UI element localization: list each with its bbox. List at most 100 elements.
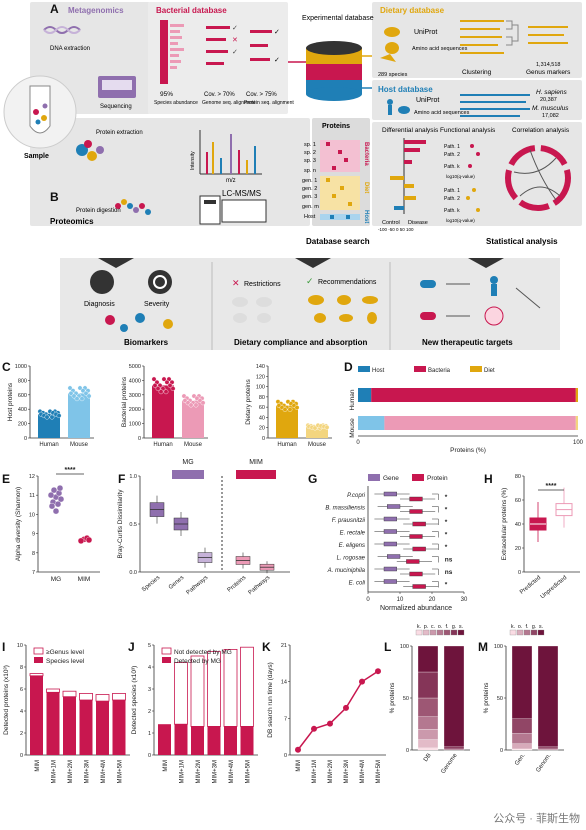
chart-c1-point xyxy=(86,393,92,399)
chart-c3-y-tick-label: 40 xyxy=(259,415,265,421)
chart-c2-point xyxy=(188,402,194,408)
chart-c2-y-tick-label: 4000 xyxy=(129,378,141,384)
chart-j-bar-segment xyxy=(240,726,254,755)
chart-f-x-tick-label: Proteins xyxy=(227,575,248,594)
chart-f-group-bar xyxy=(236,470,276,479)
chart-i-bar-segment xyxy=(79,692,93,701)
chart-m-bar-segment xyxy=(537,746,559,750)
chart-j-y-tick-label: 1 xyxy=(148,731,151,737)
chart-l-bar-segment xyxy=(417,716,439,730)
chart-k-x-tick-label: MIM+3M xyxy=(344,760,350,784)
chart-m-bar-segment xyxy=(511,743,533,750)
chart-j-x-tick-label: MIM+3M xyxy=(213,760,219,784)
chart-c1-point xyxy=(80,388,86,394)
chart-f-y-tick-label: 0.5 xyxy=(129,522,137,528)
chart-e-y-tick-label: 7 xyxy=(32,570,35,576)
species289-label: 289 species xyxy=(378,72,408,78)
therapeutic-label: New therapeutic targets xyxy=(422,338,513,347)
chart-l-bar-segment xyxy=(417,729,439,740)
chart-l-bar-segment xyxy=(417,697,439,717)
chart-i-bar-segment xyxy=(29,673,44,677)
chart-g-y-tick-label: A. muciniphila xyxy=(327,568,366,574)
chart-e-y-axis-label: Alpha diversity (Shannon) xyxy=(15,487,22,561)
chart-l-legend-label: g. xyxy=(452,624,457,630)
proteomics-label: Proteomics xyxy=(50,217,94,226)
chart-k-y-axis-label: DB search run time (days) xyxy=(267,662,274,738)
chart-c1-y-tick-label: 600 xyxy=(18,393,27,399)
chart-c1-point xyxy=(71,393,77,399)
chart-i-y-axis-label: Detected proteins (x10³) xyxy=(3,665,10,735)
genus-markers-label: Genus markers xyxy=(526,69,571,76)
chart-l-bar-segment xyxy=(443,746,465,750)
chart-c3-y-axis-label: Dietary proteins xyxy=(245,378,252,424)
svg-text:gen. m: gen. m xyxy=(302,204,319,210)
chart-j-y-tick-label: 4 xyxy=(148,665,151,671)
chart-j-y-tick-label: 0 xyxy=(148,753,151,759)
chart-l-y-tick-label: 100 xyxy=(400,644,409,650)
chart-l-legend-swatch xyxy=(443,629,451,636)
bacteria-side-label: Bacteria xyxy=(363,142,369,166)
chart-c2-y-tick-label: 0 xyxy=(138,436,141,442)
chart-g-legend-swatch xyxy=(368,474,380,481)
chart-g-y-tick-label: E. rectale xyxy=(340,531,366,537)
chart-l-bar-segment xyxy=(417,739,439,749)
chart-g-y-tick-label: B. massiliensis xyxy=(325,506,365,512)
chart-c1-point xyxy=(44,414,50,420)
chart-g-y-tick-label: E. coli xyxy=(349,581,366,587)
chart-j-bar-segment xyxy=(174,724,188,755)
chart-i-x-tick-label: MIM+1M xyxy=(52,760,58,784)
chart-c3-point xyxy=(282,407,288,412)
chart-m-legend-label: s. xyxy=(539,624,544,630)
chart-c1-point xyxy=(83,390,89,396)
chart-f-x-tick-label: Species xyxy=(141,575,161,593)
chart-j-y-tick-label: 2 xyxy=(148,709,151,715)
chart-m-x-tick-label: Gen. xyxy=(514,752,527,766)
chart-j-bar-segment xyxy=(191,726,204,755)
chart-g-box xyxy=(387,554,401,559)
severity-label: Severity xyxy=(144,301,170,308)
restrictions-label: Restrictions xyxy=(244,281,281,288)
chart-e-point xyxy=(56,484,64,492)
chart-c1-bar xyxy=(38,414,60,438)
chart-i-bar-segment xyxy=(62,690,77,698)
chart-j-x-tick-label: MIM xyxy=(163,760,169,772)
chart-j-x-tick-label: MIM+4M xyxy=(229,760,235,784)
chart-g-x-tick-label: 0 xyxy=(366,597,370,603)
chart-i-y-tick-label: 6 xyxy=(20,687,23,693)
lcmsms-label: LC-MS/MS xyxy=(222,189,261,198)
chart-g-y-tick-label: L. rogosae xyxy=(337,556,366,562)
chart-d-legend-swatch xyxy=(414,366,426,372)
chart-c2-x-tick-label: Human xyxy=(153,442,172,448)
chart-h-y-axis-label: Extracellular proteins (%) xyxy=(501,488,508,561)
control-label: Control xyxy=(382,220,400,226)
svg-text:Path. 1: Path. 1 xyxy=(444,144,460,150)
chart-g-sig-label: * xyxy=(445,519,448,526)
m-musculus-count: 17,082 xyxy=(542,113,559,119)
functional-analysis-label: Functional analysis xyxy=(440,127,496,134)
chart-g-box xyxy=(406,559,420,564)
chart-m-legend-swatch xyxy=(537,629,545,636)
svg-text:Path. k: Path. k xyxy=(444,164,460,170)
svg-text:gen. 3: gen. 3 xyxy=(302,194,317,200)
chart-e-point xyxy=(52,507,60,515)
chart-k-point xyxy=(343,704,349,711)
biomarkers-label: Biomarkers xyxy=(124,338,169,347)
chart-d-bar-segment xyxy=(384,416,576,430)
chart-c2-point xyxy=(163,389,169,395)
chart-c2-point xyxy=(164,379,170,385)
chart-g-legend-swatch xyxy=(412,474,424,481)
chart-c3-point xyxy=(312,425,318,431)
panel-label-k: K xyxy=(262,640,271,654)
chart-g-box xyxy=(412,584,426,589)
chart-d-legend-swatch xyxy=(358,366,370,372)
food-restriction-icons xyxy=(232,297,272,323)
sequencing-label: Sequencing xyxy=(100,104,132,110)
chart-c2-point xyxy=(167,383,173,388)
chart-m-y-axis-label: % proteins xyxy=(483,682,490,713)
chart-c1-y-tick-label: 0 xyxy=(24,436,27,442)
sample-label: Sample xyxy=(24,153,49,160)
chart-d-bar-segment xyxy=(358,416,385,430)
panel-label-m: M xyxy=(478,640,488,654)
chart-c2-point xyxy=(193,402,199,408)
chart-j-bar-segment xyxy=(158,724,171,755)
